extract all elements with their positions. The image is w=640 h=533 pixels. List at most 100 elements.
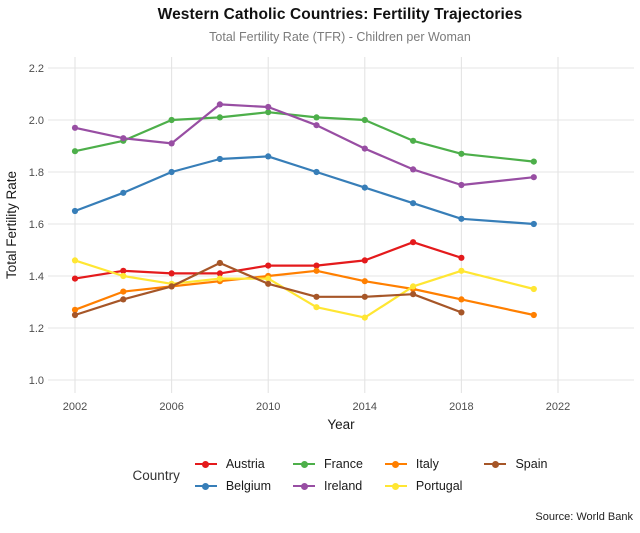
data-point [458,296,465,303]
y-tick-label: 2.2 [29,63,44,75]
legend-key-icon [484,458,507,471]
data-point [313,122,320,129]
data-point [216,155,223,163]
y-tick-label: 2.0 [29,115,44,127]
data-point [410,239,417,246]
y-tick-label: 1.0 [29,375,44,387]
data-point [216,114,223,121]
legend-label: France [324,457,363,471]
legend-item-italy: Italy [384,457,463,471]
data-point [265,280,272,287]
data-point [265,262,272,269]
data-point [313,293,320,300]
data-point [216,101,223,108]
x-tick-label: 2014 [353,401,377,413]
data-point [265,109,272,116]
data-point [458,181,465,189]
data-point [265,275,272,282]
data-point [410,137,417,144]
data-point [120,272,127,280]
legend-item-austria: Austria [194,457,271,471]
series-spain [71,259,465,319]
legend-items: Austria Belgium France Ireland Italy Portugal… [194,457,548,493]
data-point [120,135,127,142]
data-point [71,257,79,264]
y-tick-label: 1.8 [29,167,44,179]
legend-key-icon [384,458,407,471]
plot-area: 1.0 1.2 1.4 1.6 1.8 2.0 2.2 2002 2006 2010 2014 201… [4,57,634,432]
y-tick-label: 1.2 [29,323,44,335]
data-point [458,309,465,316]
x-axis-tick-labels: 2002 2006 2010 2014 2018 2022 [63,401,570,413]
legend-item-ireland: Ireland [293,479,363,493]
data-point [71,124,79,131]
data-point [530,220,537,228]
legend-label: Ireland [324,479,363,493]
data-point [530,158,537,165]
series-line [73,103,535,187]
chart-title: Western Catholic Countries: Fertility Tr… [157,6,523,23]
data-point [361,278,368,285]
y-tick-label: 1.6 [29,219,44,231]
data-point [216,270,223,277]
data-point [361,184,368,191]
legend-label: Spain [515,457,548,471]
data-point [71,275,79,282]
data-point [361,293,368,300]
series-line [73,269,535,317]
data-point [71,207,79,215]
legend-label: Italy [415,457,439,471]
data-point [361,257,368,264]
x-tick-label: 2018 [449,401,473,413]
data-point [313,267,320,274]
data-point [458,267,465,274]
x-tick-label: 2010 [256,401,280,413]
x-tick-label: 2022 [546,401,570,413]
data-point [410,291,417,298]
data-point [361,116,368,124]
data-point [168,283,175,290]
data-point [216,259,223,267]
data-point [71,148,79,155]
data-point [120,189,127,196]
x-tick-label: 2002 [63,401,87,413]
data-point [530,311,537,319]
data-point [458,150,465,157]
series-line [73,111,535,163]
legend-title: Country [132,467,180,483]
data-point [313,262,320,269]
data-point [168,116,175,124]
data-point [361,145,368,152]
y-axis-title: Total Fertility Rate [4,171,19,279]
y-tick-label: 1.4 [29,271,44,283]
data-point [313,168,320,176]
data-point [168,140,175,147]
series-line [73,259,535,319]
source-caption: Source: World Bank [535,511,633,523]
data-point [120,296,127,303]
data-point [530,174,537,181]
data-point [265,153,272,160]
x-tick-label: 2006 [159,401,183,413]
chart-subtitle: Total Fertility Rate (TFR) - Children pe… [209,30,471,44]
legend-item-portugal: Portugal [384,479,462,493]
data-point [71,311,79,319]
data-point [216,275,223,282]
legend-item-france: France [293,457,363,471]
data-point [120,267,127,274]
legend-key-icon [384,480,407,493]
data-point [313,114,320,121]
data-point [410,166,417,173]
legend-item-belgium: Belgium [194,479,271,493]
data-point [410,200,417,207]
series-austria [71,239,465,282]
data-point [410,283,417,290]
data-point [168,270,175,277]
legend-label: Austria [225,457,265,471]
series-ireland [71,101,537,189]
legend-key-icon [293,458,315,471]
series-line [73,155,535,226]
x-axis-title: Year [327,417,355,432]
data-point [265,103,272,111]
